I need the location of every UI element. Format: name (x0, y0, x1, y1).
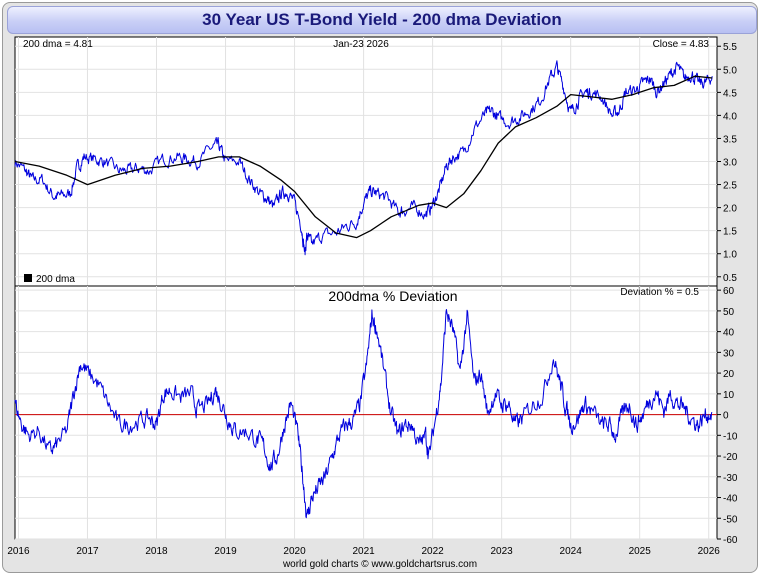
bottom-y-tick-label: 0 (723, 411, 729, 422)
top-y-tick-label: 0.5 (723, 273, 737, 284)
top-y-tick-label: 4.0 (723, 111, 737, 122)
x-tick-label: 2026 (698, 546, 721, 557)
bottom-y-tick-label: 50 (723, 307, 735, 318)
top-y-tick-label: 2.0 (723, 204, 737, 215)
bottom-gridlines (15, 286, 717, 540)
bottom-y-tick-label: 20 (723, 369, 735, 380)
chart-svg: 5.5 5.0 4.5 4.0 3.5 3.0 2.5 2.0 1.5 1.0 0.5 200 dm… (7, 36, 738, 557)
bottom-y-tick-label: -30 (723, 473, 738, 484)
bottom-y-tick-label: -40 (723, 494, 738, 505)
top-y-tick-label: 3.5 (723, 134, 737, 145)
top-y-tick-label: 2.5 (723, 181, 737, 192)
bottom-y-tick-label: 30 (723, 348, 735, 359)
title-bar: 30 Year US T-Bond Yield - 200 dma Deviat… (7, 6, 757, 34)
chart-title: 30 Year US T-Bond Yield - 200 dma Deviat… (202, 10, 562, 29)
x-tick-label: 2020 (283, 546, 306, 557)
top-center-annotation: Jan-23 2026 (333, 39, 389, 50)
x-tick-label: 2017 (76, 546, 99, 557)
top-y-tick-label: 5.5 (723, 42, 737, 53)
bottom-series (14, 309, 717, 519)
bottom-y-tick-label: -50 (723, 514, 738, 525)
x-tick-label: 2018 (145, 546, 168, 557)
bottom-y-tick-labels: 60 50 40 30 20 10 0 -10 -20 -30 -40 -50 -60 (717, 286, 738, 546)
x-tick-label: 2016 (7, 546, 30, 557)
bottom-y-tick-label: 10 (723, 390, 735, 401)
dma-200-series-line (14, 75, 713, 239)
top-left-annotation: 200 dma = 4.81 (23, 39, 93, 50)
legend-swatch-200dma (24, 274, 32, 282)
deviation-series-line (14, 309, 713, 519)
top-right-annotation: Close = 4.83 (653, 39, 710, 50)
bottom-y-tick-label: 60 (723, 286, 735, 297)
top-y-tick-label: 1.5 (723, 227, 737, 238)
yield-series-line (14, 60, 713, 256)
bottom-plot-area (14, 285, 718, 540)
x-tick-label: 2019 (214, 546, 237, 557)
top-gridlines (15, 37, 717, 286)
bottom-y-tick-label: -10 (723, 431, 738, 442)
bottom-annotation: Deviation % = 0.5 (620, 287, 699, 298)
bottom-y-tick-label: -20 (723, 452, 738, 463)
x-tick-label: 2022 (421, 546, 444, 557)
top-y-tick-label: 3.0 (723, 158, 737, 169)
top-series (14, 60, 713, 256)
top-y-tick-label: 5.0 (723, 65, 737, 76)
legend-label-200dma: 200 dma (36, 274, 75, 285)
x-tick-label: 2021 (352, 546, 375, 557)
footer-credit: world gold charts © www.goldchartsrus.co… (282, 559, 478, 570)
x-tick-label: 2024 (560, 546, 583, 557)
top-y-tick-labels: 5.5 5.0 4.5 4.0 3.5 3.0 2.5 2.0 1.5 1.0 0.5 (717, 42, 737, 284)
top-y-tick-label: 1.0 (723, 250, 737, 261)
bottom-y-tick-label: -60 (723, 535, 738, 546)
x-tick-label: 2023 (491, 546, 514, 557)
bottom-y-tick-label: 40 (723, 328, 735, 339)
x-tick-label: 2025 (629, 546, 652, 557)
x-tick-labels: 2016 2017 2018 2019 2020 2021 2022 2023 2024 2025… (7, 546, 720, 557)
bottom-panel-title: 200dma % Deviation (328, 288, 457, 304)
top-y-tick-label: 4.5 (723, 88, 737, 99)
